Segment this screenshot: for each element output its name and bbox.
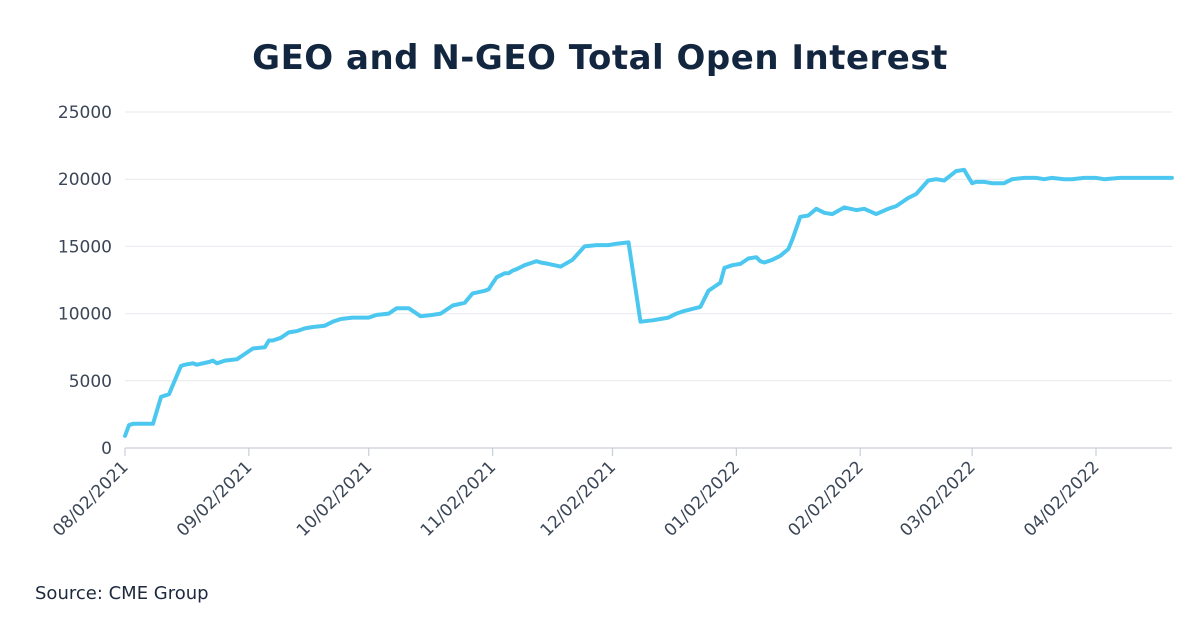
y-tick-label: 20000	[58, 170, 112, 190]
source-note: Source: CME Group	[35, 583, 209, 604]
x-tick-label: 03/02/2022	[896, 457, 979, 540]
y-tick-label: 5000	[69, 372, 112, 392]
x-tick-label: 04/02/2022	[1020, 457, 1103, 540]
y-tick-label: 25000	[58, 103, 112, 123]
chart-title: GEO and N-GEO Total Open Interest	[252, 38, 948, 78]
y-tick-label: 15000	[58, 237, 112, 257]
x-tick-label: 10/02/2021	[293, 457, 376, 540]
y-tick-label: 0	[101, 439, 112, 459]
x-tick-label: 09/02/2021	[173, 457, 256, 540]
y-tick-label: 10000	[58, 305, 112, 325]
x-tick-label: 11/02/2021	[417, 457, 500, 540]
x-tick-label: 12/02/2021	[537, 457, 620, 540]
series-line	[123, 167, 1174, 438]
gridlines	[125, 111, 1172, 382]
y-axis-ticks: 0 5000 10000 15000 20000 25000	[58, 103, 112, 459]
x-tick-label: 01/02/2022	[660, 457, 743, 540]
x-tick-label: 02/02/2022	[784, 457, 867, 540]
series-lines	[123, 167, 1174, 438]
x-axis-ticks: 08/02/2021 09/02/2021 10/02/2021 11/02/2021…	[49, 448, 1104, 541]
x-tick-label: 08/02/2021	[49, 457, 132, 540]
